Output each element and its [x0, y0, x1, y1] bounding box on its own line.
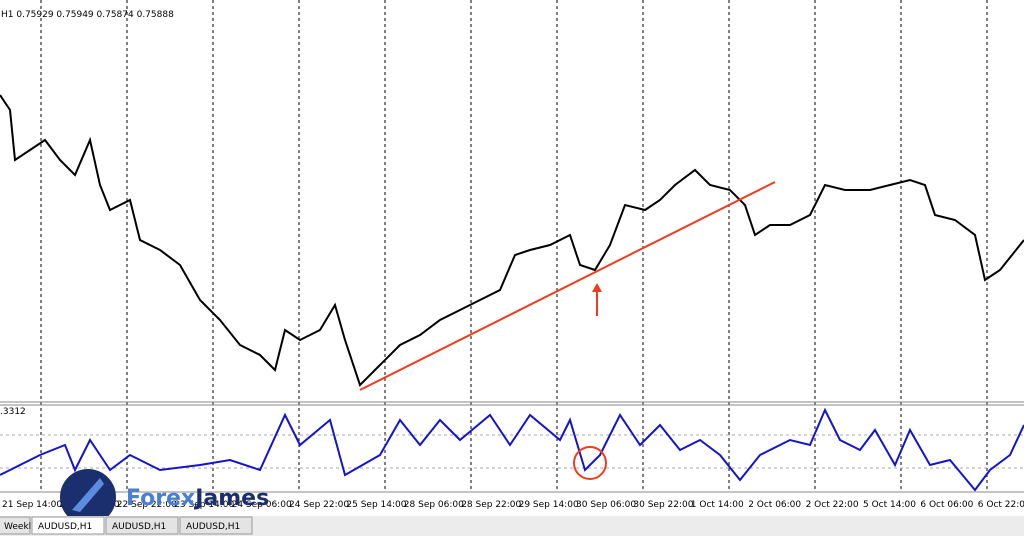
arrow-head [592, 283, 602, 292]
time-label: 1 Oct 14:00 [691, 500, 744, 510]
time-label: 29 Sep 14:00 [519, 500, 579, 510]
time-label: 6 Oct 22:00 [978, 500, 1024, 510]
time-label: 23 Sep 14:00 [174, 500, 234, 510]
time-label: 2 Oct 06:00 [748, 500, 801, 510]
tab-label[interactable]: AUDUSD,H1 [186, 522, 240, 532]
tab-box[interactable] [105, 516, 179, 535]
logo-mark [72, 478, 104, 512]
indicator-series [0, 407, 1024, 492]
tab-label[interactable]: AUDUSD,H1 [38, 522, 92, 532]
time-label: 30 Sep 22:00 [633, 500, 693, 510]
quote-header: H1 0.75929 0.75949 0.75874 0.75888 [1, 10, 174, 20]
tab-box[interactable] [0, 516, 31, 535]
time-label: 30 Sep 06:00 [576, 500, 636, 510]
time-label: 24 Sep 06:00 [232, 500, 292, 510]
time-label: 28 Sep 22:00 [461, 500, 521, 510]
tab-label[interactable]: Weekly [4, 522, 37, 532]
time-label: 28 Sep 06:00 [404, 500, 464, 510]
time-label: 2 Oct 22:00 [806, 500, 859, 510]
indicator-label: .3312 [0, 407, 26, 417]
tab[interactable]: Weekly [0, 516, 37, 535]
tab[interactable]: AUDUSD,H1 [105, 516, 179, 535]
tab-label[interactable]: AUDUSD,H1 [112, 522, 166, 532]
highlight-circle [573, 446, 607, 480]
tab-box[interactable] [179, 516, 253, 535]
tab-bar [0, 516, 1024, 536]
trend-line [359, 181, 776, 391]
time-label: 25 Sep 14:00 [346, 500, 406, 510]
time-label: 24 Sep 22:00 [289, 500, 349, 510]
tab[interactable]: AUDUSD,H1 [31, 516, 105, 535]
time-label: 22 Sep 22:00 [117, 500, 177, 510]
watermark: ForexJames [60, 469, 269, 525]
tabs: Weekly AUDUSD,H1 AUDUSD,H1 AUDUSD,H1 [0, 516, 253, 535]
time-label: 21 Sep 14:00 [2, 500, 62, 510]
tab[interactable]: AUDUSD,H1 [179, 516, 253, 535]
time-label: 5 Oct 14:00 [863, 500, 916, 510]
watermark-text: ForexJames [126, 486, 269, 511]
vertical-grid [40, 0, 988, 490]
time-label: 6 Oct 06:00 [920, 500, 973, 510]
price-series [0, 94, 1024, 387]
tab-box[interactable] [31, 516, 105, 535]
